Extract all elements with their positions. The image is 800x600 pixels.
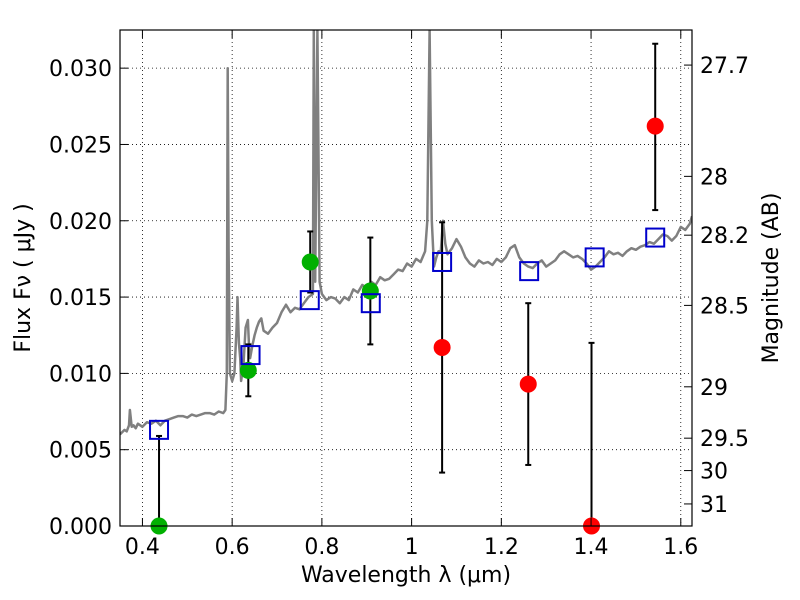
x-axis-title: Wavelength λ (μm) (301, 563, 511, 588)
y-tick-label: 0.030 (49, 57, 112, 82)
model-point (584, 247, 605, 268)
y-axis-title: Flux Fν ( μJy ) (11, 203, 36, 352)
x-axis: 0.4 0.6 0.8 1 1.2 1.4 1.6 (125, 30, 698, 560)
detection-point (239, 361, 257, 379)
model-point (360, 293, 381, 314)
model-point (645, 227, 666, 248)
y2-tick-label: 29.5 (700, 427, 749, 452)
plot-background (120, 30, 692, 526)
x-tick-label: 0.8 (304, 535, 339, 560)
x-tick-label: 1.2 (484, 535, 519, 560)
observed-points (150, 117, 664, 535)
model-point (240, 345, 261, 366)
y2-tick-label: 28 (700, 165, 728, 190)
model-point (299, 290, 320, 311)
y2-tick-label: 30 (700, 460, 728, 485)
y-tick-label: 0.020 (49, 210, 112, 235)
upper-limit-point (519, 375, 537, 393)
y-tick-label: 0.010 (49, 362, 112, 387)
x-tick-label: 1.4 (574, 535, 609, 560)
model-points (149, 227, 666, 440)
y2-axis: 27.7 28 28.2 28.5 29 29.5 30 31 (684, 54, 749, 518)
y-tick-label: 0.015 (49, 286, 112, 311)
model-point (432, 251, 453, 272)
x-tick-label: 0.6 (215, 535, 250, 560)
upper-limit-point (433, 338, 451, 356)
y2-tick-label: 29 (700, 376, 728, 401)
upper-limit-point (646, 117, 664, 135)
detection-point (301, 253, 319, 271)
y-tick-label: 0.005 (49, 439, 112, 464)
y-axis: 0.000 0.005 0.010 0.015 0.020 0.025 0.030 (49, 57, 128, 540)
y2-axis-title: Magnitude (AB) (759, 193, 784, 364)
x-tick-label: 0.4 (125, 535, 160, 560)
y-tick-label: 0.000 (49, 515, 112, 540)
y2-tick-label: 27.7 (700, 54, 749, 79)
y2-tick-label: 28.5 (700, 294, 749, 319)
detection-point (361, 282, 379, 300)
model-point (149, 419, 170, 440)
y2-tick-label: 28.2 (700, 224, 749, 249)
y2-tick-label: 31 (700, 493, 728, 518)
y-tick-label: 0.025 (49, 133, 112, 158)
model-point (519, 261, 540, 282)
x-tick-label: 1.6 (663, 535, 698, 560)
x-tick-label: 1 (405, 535, 419, 560)
plot-frame (119, 29, 693, 527)
